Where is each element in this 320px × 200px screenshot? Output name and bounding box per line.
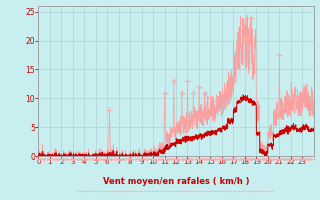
X-axis label: Vent moyen/en rafales ( km/h ): Vent moyen/en rafales ( km/h ) [103, 177, 249, 186]
Text: →→→→→→→→→→→→→→→→→→→→→→→→→→→→→→→→→→→→→→→→→→→→→→→→: →→→→→→→→→→→→→→→→→→→→→→→→→→→→→→→→→→→→→→→→… [77, 189, 275, 194]
